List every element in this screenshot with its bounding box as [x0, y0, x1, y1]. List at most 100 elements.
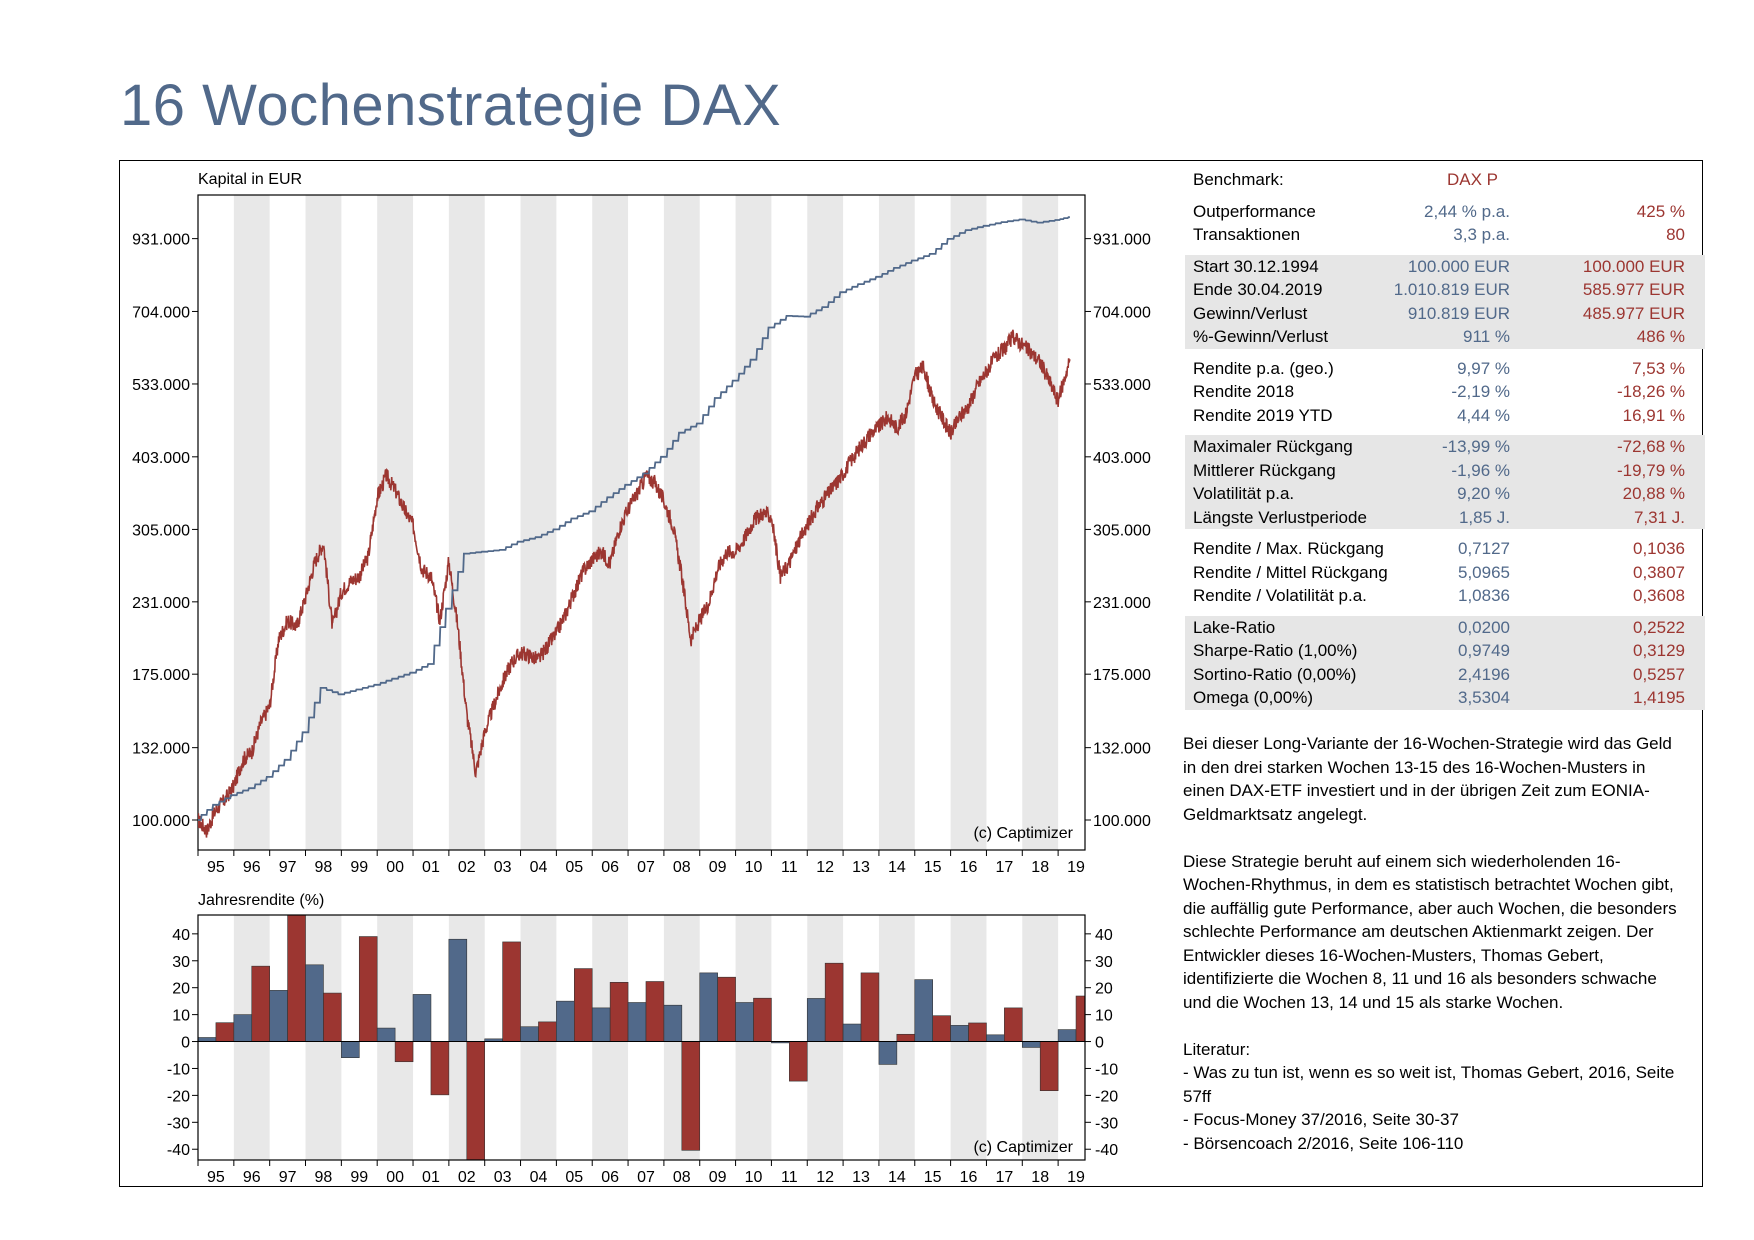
stats-strategy-value: 1.010.819 EUR: [1393, 280, 1510, 299]
stats-strategy-value: 2,4196: [1458, 664, 1510, 684]
stats-strategy-value: 2,44 % p.a.: [1423, 201, 1510, 221]
x-tick-label: 05: [565, 1169, 583, 1186]
x-tick-label: 97: [279, 1169, 297, 1186]
y-tick-label-left: 231.000: [132, 595, 190, 612]
bar-strategy: [627, 1002, 647, 1042]
stats-strategy-value: 0,9749: [1458, 641, 1510, 660]
stats-strategy-value: 9,20 %: [1457, 484, 1510, 503]
bar-strategy: [341, 1041, 360, 1058]
y-tick-label-left: 132.000: [132, 741, 190, 758]
stats-row: Lake-Ratio 0,0200 0,2522: [1185, 615, 1705, 639]
stats-strategy-value: 910.819 EUR: [1407, 303, 1510, 323]
bar-dax-p: [323, 992, 342, 1042]
x-tick-label: 18: [1031, 1169, 1049, 1186]
stats-benchmark-value: 425 %: [1636, 201, 1685, 221]
bar-strategy: [448, 938, 468, 1042]
stats-label: Outperformance: [1193, 201, 1316, 221]
y-tick-label-right: 305.000: [1093, 522, 1151, 539]
x-tick-label: 08: [673, 1169, 691, 1186]
x-tick-label: 07: [637, 1169, 655, 1186]
stats-row: Omega (0,00%) 3,5304 1,4195: [1185, 686, 1705, 710]
bar-strategy: [842, 1023, 862, 1042]
y-tick-label-right: -20: [1095, 1088, 1118, 1105]
stats-benchmark-value: 100.000 EUR: [1582, 256, 1685, 276]
y-tick-label-left: 305.000: [132, 522, 190, 539]
literature-item-2: - Focus-Money 37/2016, Seite 30-37: [1183, 1110, 1459, 1129]
year-band: [878, 195, 915, 850]
stats-row: Rendite / Mittel Rückgang 5,0965 0,3807: [1185, 561, 1705, 585]
bar-strategy: [412, 994, 432, 1042]
bar-dax-p: [681, 1041, 701, 1151]
stats-benchmark-value: 486 %: [1636, 327, 1685, 346]
x-tick-label: 00: [386, 859, 404, 876]
x-tick-label: 08: [673, 859, 691, 876]
stats-label: Sortino-Ratio (0,00%): [1193, 664, 1357, 684]
x-tick-label: 12: [816, 859, 834, 876]
stats-benchmark-value: 7,31 J.: [1633, 507, 1685, 527]
literature-item-1: - Was zu tun ist, wenn es so weit ist, T…: [1183, 1063, 1675, 1106]
statistics-table: Benchmark: DAX P Outperformance 2,44 % p.…: [1185, 168, 1705, 710]
bar-strategy: [1057, 1029, 1077, 1042]
watermark-top: (c) Captimizer: [973, 825, 1073, 842]
year-band: [377, 195, 414, 850]
stats-strategy-value: 3,5304: [1458, 688, 1510, 707]
y-tick-label-right: 704.000: [1093, 304, 1151, 321]
y-tick-label-right: -10: [1095, 1061, 1118, 1078]
stats-label: Maximaler Rückgang: [1193, 437, 1353, 456]
benchmark-row: Benchmark: DAX P: [1185, 168, 1705, 192]
x-tick-label: 06: [601, 1169, 619, 1186]
y-tick-label-right: 30: [1095, 954, 1113, 971]
bar-dax-p: [215, 1022, 235, 1042]
y-tick-label-right: 175.000: [1093, 667, 1151, 684]
y-tick-label-left: 20: [172, 981, 190, 998]
stats-strategy-value: 0,0200: [1458, 617, 1510, 637]
x-tick-label: 09: [709, 1169, 727, 1186]
bar-dax-p: [645, 981, 665, 1042]
stats-label: Rendite 2018: [1193, 382, 1295, 401]
stats-row: Sortino-Ratio (0,00%) 2,4196 0,5257: [1185, 662, 1705, 686]
y-tick-label-left: 403.000: [132, 450, 190, 467]
stats-strategy-value: -2,19 %: [1451, 382, 1510, 401]
bar-dax-p: [394, 1041, 414, 1063]
x-tick-label: 96: [243, 1169, 261, 1186]
page-title: 16 Wochenstrategie DAX: [120, 73, 782, 138]
stats-label: Lake-Ratio: [1193, 617, 1276, 637]
x-tick-label: 01: [422, 1169, 440, 1186]
year-band: [305, 195, 342, 850]
x-tick-label: 13: [852, 859, 870, 876]
stats-row: Rendite / Max. Rückgang 0,7127 0,1036: [1185, 537, 1705, 561]
watermark-bottom: (c) Captimizer: [973, 1139, 1073, 1156]
stats-label: Ende 30.04.2019: [1193, 280, 1323, 299]
bar-dax-p: [287, 915, 306, 1042]
stats-benchmark-value: 7,53 %: [1632, 358, 1685, 378]
x-tick-label: 16: [960, 1169, 978, 1186]
bar-strategy: [556, 1000, 575, 1042]
y-tick-label-left: -40: [167, 1142, 190, 1159]
stats-row: Sharpe-Ratio (1,00%) 0,9749 0,3129: [1185, 639, 1705, 663]
bar-dax-p: [574, 968, 593, 1042]
x-tick-label: 96: [243, 859, 261, 876]
bar-dax-p: [466, 1041, 486, 1160]
x-tick-label: 00: [386, 1169, 404, 1186]
stats-benchmark-value: 80: [1666, 225, 1685, 244]
stats-label: Transaktionen: [1193, 225, 1301, 244]
bar-strategy: [269, 990, 288, 1042]
description-paragraph-2: Diese Strategie beruht auf einem sich wi…: [1183, 851, 1677, 1012]
y-tick-label-left: 533.000: [132, 377, 190, 394]
y-tick-label-left: 30: [172, 954, 190, 971]
bar-strategy: [305, 964, 324, 1042]
x-tick-label: 18: [1031, 859, 1049, 876]
stats-benchmark-value: 0,3807: [1633, 562, 1685, 582]
literature-item-3: - Börsencoach 2/2016, Seite 106-110: [1183, 1133, 1464, 1153]
x-tick-label: 97: [279, 859, 297, 876]
y-tick-label-left: -30: [167, 1115, 190, 1132]
x-tick-label: 16: [960, 859, 978, 876]
bar-dax-p: [824, 962, 844, 1042]
bar-dax-p: [502, 941, 521, 1042]
stats-benchmark-value: 16,91 %: [1622, 405, 1685, 425]
bar-strategy: [986, 1034, 1005, 1042]
series-line-strategy: [198, 216, 1070, 821]
x-tick-label: 17: [995, 1169, 1013, 1186]
stats-strategy-value: 0,7127: [1458, 539, 1510, 558]
x-tick-label: 10: [745, 1169, 763, 1186]
